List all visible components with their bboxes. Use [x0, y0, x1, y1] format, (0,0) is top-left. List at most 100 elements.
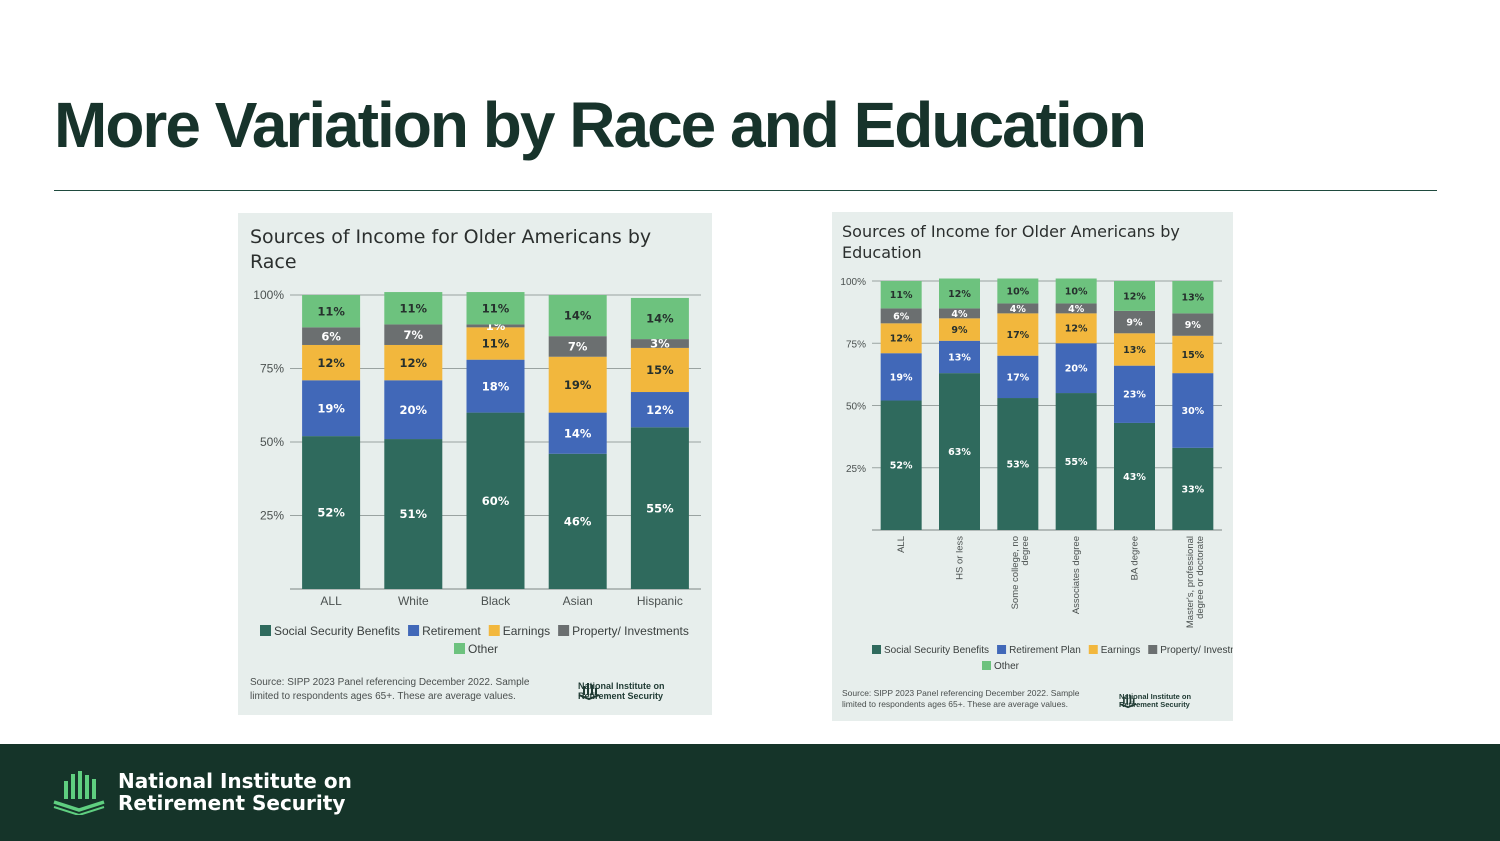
race-x-tick-label: ALL — [320, 594, 342, 608]
education-data-label: 12% — [1065, 324, 1088, 335]
race-legend-label: Earnings — [503, 624, 550, 638]
education-bar-other-all — [880, 281, 922, 309]
race-bar-social-security-benefits-all — [302, 436, 361, 589]
race-bar-other-white — [384, 292, 443, 325]
footer-brand: National Institute on Retirement Securit… — [52, 769, 352, 815]
race-x-tick-label: Black — [481, 594, 511, 608]
race-data-label: 55% — [646, 501, 674, 515]
title-divider — [54, 190, 1437, 191]
race-y-tick-label: 100% — [253, 288, 284, 302]
race-chart-source: Source: SIPP 2023 Panel referencing Dece… — [250, 677, 530, 702]
education-data-label: 43% — [1123, 472, 1146, 483]
race-bar-other-all — [302, 295, 361, 328]
race-bar-social-security-benefits-hispanic — [630, 427, 689, 589]
race-bar-property-investments-all — [302, 327, 361, 345]
education-bar-other-hs-or-less — [939, 278, 980, 309]
education-data-label: 10% — [1006, 286, 1029, 297]
race-bar-property-investments-white — [384, 324, 443, 345]
race-data-label: 7% — [404, 328, 424, 342]
education-data-label: 4% — [1010, 304, 1027, 315]
education-bar-social-security-benefits-associates-degree — [1055, 393, 1097, 530]
education-bar-property-investments-some-college-no-degree — [997, 303, 1039, 314]
education-data-label: 30% — [1181, 406, 1204, 417]
race-data-label: 12% — [400, 356, 428, 370]
education-x-tick-label: Associates degree — [1071, 536, 1082, 614]
race-bar-property-investments-black — [466, 324, 525, 328]
race-legend-label: Other — [468, 642, 498, 656]
race-bar-retirement-asian — [548, 412, 607, 454]
education-x-tick-label: ALL — [896, 536, 907, 553]
race-chart-title: Sources of Income for Older Americans by… — [250, 226, 652, 273]
education-legend-swatch — [1088, 645, 1098, 654]
education-bar-earnings-associates-degree — [1055, 313, 1097, 344]
education-bar-other-some-college-no-degree — [997, 278, 1039, 304]
education-data-label: 12% — [948, 289, 971, 300]
education-data-label: 19% — [890, 372, 913, 383]
race-x-tick-label: White — [398, 594, 429, 608]
education-x-tick-label: BA degree — [1130, 536, 1141, 580]
race-chart-logo: National Institute on Retirement Securit… — [578, 681, 665, 702]
bar-chart-logo-icon — [578, 683, 600, 701]
race-data-label: 60% — [482, 494, 510, 508]
race-data-label: 18% — [482, 379, 510, 393]
footer-bar: National Institute on Retirement Securit… — [0, 744, 1500, 841]
education-bar-other-associates-degree — [1055, 278, 1097, 304]
race-data-label: 15% — [646, 363, 674, 377]
education-bar-earnings-all — [880, 323, 922, 354]
education-data-label: 53% — [1006, 459, 1029, 470]
education-bar-property-investments-master-s-professional-degree-or-doctorate — [1172, 313, 1214, 336]
race-data-label: 7% — [568, 340, 588, 354]
education-bar-retirement-plan-ba-degree — [1114, 365, 1155, 423]
race-y-tick-label: 50% — [260, 435, 284, 449]
education-data-label: 4% — [1068, 304, 1085, 315]
education-bar-social-security-benefits-master-s-professional-degree-or-doctorate — [1172, 447, 1214, 530]
education-bar-retirement-plan-hs-or-less — [939, 340, 980, 374]
race-bar-other-asian — [548, 295, 607, 337]
education-data-label: 9% — [1126, 318, 1143, 329]
education-bar-social-security-benefits-ba-degree — [1114, 422, 1155, 530]
education-legend-label: Other — [994, 661, 1020, 672]
race-bar-other-black — [466, 292, 525, 325]
race-bar-earnings-all — [302, 344, 361, 381]
education-bar-retirement-plan-master-s-professional-degree-or-doctorate — [1172, 373, 1214, 448]
race-bar-retirement-all — [302, 380, 361, 437]
race-data-label: 51% — [400, 507, 428, 521]
race-logo-line1: National Institute on — [578, 681, 665, 691]
education-data-label: 9% — [951, 325, 968, 336]
education-y-tick-label: 50% — [846, 402, 866, 413]
race-legend-swatch — [488, 625, 500, 636]
race-data-label: 3% — [650, 337, 670, 351]
race-x-tick-label: Hispanic — [637, 594, 683, 608]
footer-org-line1: National Institute on — [118, 768, 352, 793]
education-x-tick-label: Some college, nodegree — [1010, 536, 1031, 609]
race-bar-earnings-hispanic — [630, 347, 689, 393]
education-y-tick-label: 25% — [846, 464, 866, 475]
race-data-label: 11% — [400, 301, 428, 315]
race-data-label: 6% — [321, 329, 341, 343]
education-data-label: 13% — [948, 352, 971, 363]
education-bar-earnings-master-s-professional-degree-or-doctorate — [1172, 335, 1214, 374]
race-bar-property-investments-hispanic — [630, 339, 689, 348]
education-data-label: 23% — [1123, 390, 1146, 401]
education-legend-swatch — [982, 661, 991, 670]
education-bar-property-investments-hs-or-less — [939, 308, 980, 319]
race-legend-label: Property/ Investments — [572, 624, 689, 638]
education-data-label: 6% — [893, 311, 910, 322]
race-bar-earnings-asian — [548, 356, 607, 413]
education-legend-swatch — [872, 645, 881, 654]
education-y-tick-label: 75% — [846, 339, 866, 350]
education-chart-svg: 100% 75% 50% 25% 52% 19% 12% 6% 11% ALL 63% 13% 9% 4%… — [840, 277, 1233, 672]
footer-org-line2: Retirement Security — [118, 791, 346, 815]
race-bar-retirement-black — [466, 359, 525, 413]
race-bar-retirement-white — [384, 380, 443, 440]
education-data-label: 13% — [1181, 293, 1204, 304]
education-bar-other-master-s-professional-degree-or-doctorate — [1172, 281, 1214, 314]
education-data-label: 4% — [951, 309, 968, 320]
education-data-label: 33% — [1181, 484, 1204, 495]
education-bar-social-security-benefits-all — [880, 400, 922, 530]
race-data-label: 11% — [482, 301, 510, 315]
race-data-label: 12% — [646, 403, 674, 417]
race-data-label: 14% — [564, 426, 592, 440]
education-legend-label: Social Security Benefits — [884, 645, 989, 656]
education-data-label: 9% — [1185, 320, 1202, 331]
